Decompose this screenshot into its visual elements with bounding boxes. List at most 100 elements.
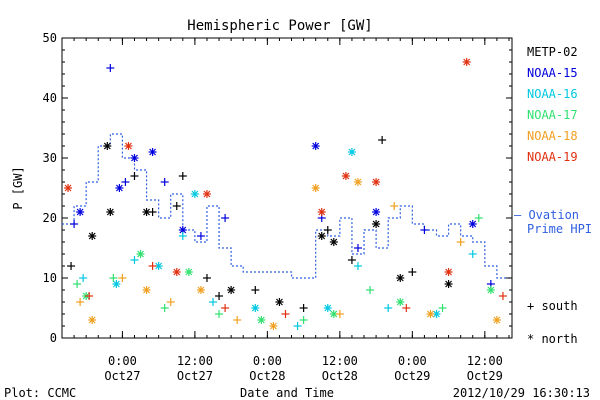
data-point-south bbox=[233, 316, 242, 324]
data-point-north bbox=[196, 286, 205, 294]
data-point-north bbox=[311, 142, 320, 150]
data-point-south bbox=[353, 244, 362, 252]
plot-source: Plot: CCMC bbox=[4, 386, 76, 400]
data-point-south bbox=[79, 274, 88, 282]
data-point-south bbox=[148, 262, 157, 270]
data-point-north bbox=[124, 142, 133, 150]
x-tick-date-label: Oct29 bbox=[394, 369, 430, 383]
y-tick-label: 10 bbox=[43, 271, 57, 285]
data-point-south bbox=[106, 64, 115, 72]
data-point-south bbox=[148, 208, 157, 216]
data-point-south bbox=[498, 292, 507, 300]
data-point-south bbox=[456, 238, 465, 246]
data-point-north bbox=[190, 190, 199, 198]
x-tick-date-label: Oct27 bbox=[177, 369, 213, 383]
legend-ovation-line1: – Ovation bbox=[514, 208, 579, 222]
data-point-south bbox=[323, 226, 332, 234]
data-point-north bbox=[103, 142, 112, 150]
data-point-north bbox=[426, 310, 435, 318]
data-point-south bbox=[130, 256, 139, 264]
data-point-north bbox=[154, 262, 163, 270]
data-point-south bbox=[196, 232, 205, 240]
x-tick-date-label: Oct29 bbox=[467, 369, 503, 383]
data-point-south bbox=[347, 256, 356, 264]
x-tick-date-label: Oct27 bbox=[104, 369, 140, 383]
data-point-north bbox=[148, 148, 157, 156]
data-point-north bbox=[184, 268, 193, 276]
x-tick-time-label: 0:00 bbox=[398, 354, 427, 368]
y-axis-label: P [GW] bbox=[11, 166, 25, 209]
data-points bbox=[64, 58, 507, 330]
data-point-north bbox=[323, 304, 332, 312]
chart-title: Hemispheric Power [GW] bbox=[187, 18, 372, 34]
legend: METP-02 NOAA-15 NOAA-16 NOAA-17 NOAA-18 NOAA-… bbox=[514, 45, 592, 346]
data-point-south bbox=[166, 298, 175, 306]
data-point-south bbox=[70, 220, 79, 228]
data-point-north bbox=[317, 208, 326, 216]
data-point-south bbox=[130, 172, 139, 180]
data-point-north bbox=[130, 154, 139, 162]
data-point-south bbox=[378, 136, 387, 144]
data-point-north bbox=[202, 190, 211, 198]
data-point-north bbox=[317, 232, 326, 240]
legend-entry: NOAA-19 bbox=[527, 150, 578, 164]
data-point-south bbox=[366, 286, 375, 294]
data-point-north bbox=[88, 232, 97, 240]
y-tick-label: 0 bbox=[50, 331, 57, 345]
x-tick-time-label: 0:00 bbox=[253, 354, 282, 368]
data-point-north bbox=[106, 208, 115, 216]
data-point-south bbox=[299, 304, 308, 312]
y-tick-label: 40 bbox=[43, 91, 57, 105]
data-point-north bbox=[444, 280, 453, 288]
data-point-south bbox=[121, 178, 130, 186]
x-tick-time-label: 0:00 bbox=[108, 354, 137, 368]
data-point-north bbox=[492, 316, 501, 324]
data-point-north bbox=[396, 298, 405, 306]
data-point-north bbox=[269, 322, 278, 330]
x-tick-time-label: 12:00 bbox=[177, 354, 213, 368]
data-point-north bbox=[76, 208, 85, 216]
ovation-hpi-line bbox=[62, 133, 512, 279]
x-axis-label: Date and Time bbox=[240, 386, 334, 400]
ovation-hpi-path bbox=[62, 133, 512, 279]
data-point-south bbox=[160, 178, 169, 186]
data-point-north bbox=[257, 316, 266, 324]
data-point-south bbox=[468, 250, 477, 258]
data-point-north bbox=[341, 172, 350, 180]
data-point-south bbox=[215, 292, 224, 300]
data-point-north bbox=[329, 238, 338, 246]
data-point-south bbox=[335, 310, 344, 318]
data-point-south bbox=[109, 274, 118, 282]
data-point-north bbox=[329, 310, 338, 318]
data-point-north bbox=[468, 220, 477, 228]
data-point-south bbox=[85, 292, 94, 300]
data-point-north bbox=[178, 226, 187, 234]
data-point-north bbox=[275, 298, 284, 306]
legend-entry: METP-02 bbox=[527, 45, 578, 59]
data-point-south bbox=[299, 316, 308, 324]
x-tick-date-label: Oct28 bbox=[249, 369, 285, 383]
data-point-south bbox=[293, 322, 302, 330]
legend-entry: NOAA-18 bbox=[527, 129, 578, 143]
data-point-north bbox=[372, 208, 381, 216]
data-point-south bbox=[209, 298, 218, 306]
data-point-north bbox=[372, 178, 381, 186]
data-point-south bbox=[215, 310, 224, 318]
y-tick-label: 20 bbox=[43, 211, 57, 225]
y-tick-label: 50 bbox=[43, 31, 57, 45]
data-point-south bbox=[402, 304, 411, 312]
data-point-south bbox=[281, 310, 290, 318]
data-point-south bbox=[251, 286, 260, 294]
data-point-north bbox=[372, 220, 381, 228]
y-tick-label: 30 bbox=[43, 151, 57, 165]
data-point-south bbox=[438, 304, 447, 312]
data-point-north bbox=[115, 184, 124, 192]
data-point-north bbox=[64, 184, 73, 192]
legend-entry: NOAA-15 bbox=[527, 66, 578, 80]
data-point-south bbox=[221, 214, 230, 222]
data-point-south bbox=[178, 172, 187, 180]
data-point-south bbox=[160, 304, 169, 312]
data-point-north bbox=[462, 58, 471, 66]
x-tick-time-label: 12:00 bbox=[467, 354, 503, 368]
